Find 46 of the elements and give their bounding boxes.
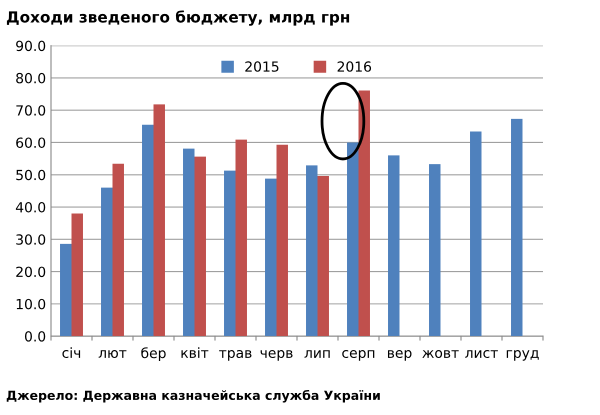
bar xyxy=(236,140,247,336)
x-tick-label: бер xyxy=(141,347,166,361)
x-tick-label: серп xyxy=(342,350,374,361)
x-tick-label: груд xyxy=(506,350,539,361)
bar xyxy=(276,144,288,336)
legend-label: 2015 xyxy=(245,61,278,72)
bar xyxy=(154,104,165,336)
y-tick-label: 0.0 xyxy=(24,331,46,342)
bar xyxy=(388,155,400,336)
y-tick-label: 70.0 xyxy=(16,105,46,116)
y-tick-label: 30.0 xyxy=(16,234,46,245)
y-tick-label: 40.0 xyxy=(16,202,46,213)
bar xyxy=(470,132,482,336)
x-tick-label: черв xyxy=(260,350,293,361)
y-tick-label: 20.0 xyxy=(16,266,46,278)
bar xyxy=(511,118,522,336)
x-tick-label: трав xyxy=(219,350,252,361)
chart-title: Доходи зведеного бюджету, млрд грн xyxy=(6,10,350,26)
x-tick-label: лист xyxy=(465,350,498,358)
x-tick-label: квіт xyxy=(182,347,208,358)
bar xyxy=(60,244,72,336)
bar xyxy=(306,165,318,336)
bar xyxy=(224,170,236,336)
legend-label: 2016 xyxy=(338,61,372,72)
bar xyxy=(112,164,124,336)
y-tick-label: 50.0 xyxy=(16,170,46,180)
y-tick-label: 10.0 xyxy=(16,298,46,310)
bar xyxy=(318,176,329,336)
bar xyxy=(194,156,206,336)
bar xyxy=(347,142,358,336)
y-tick-label: 90.0 xyxy=(16,40,46,52)
bar xyxy=(142,124,154,336)
bar xyxy=(429,164,440,336)
x-tick-label: жовт xyxy=(422,350,459,358)
x-tick-label: лип xyxy=(304,350,330,358)
x-tick-label: вер xyxy=(388,350,412,361)
bar xyxy=(358,90,370,336)
y-tick-label: 80.0 xyxy=(16,72,46,84)
x-tick-label: січ xyxy=(62,347,80,358)
x-tick-label: лют xyxy=(98,350,126,358)
y-tick-label: 60.0 xyxy=(16,137,46,148)
bar xyxy=(72,213,83,336)
bar xyxy=(183,148,194,336)
bar xyxy=(101,188,112,336)
text: Джерело: Державна казначейська служба України xyxy=(6,390,380,403)
bar xyxy=(265,178,276,336)
